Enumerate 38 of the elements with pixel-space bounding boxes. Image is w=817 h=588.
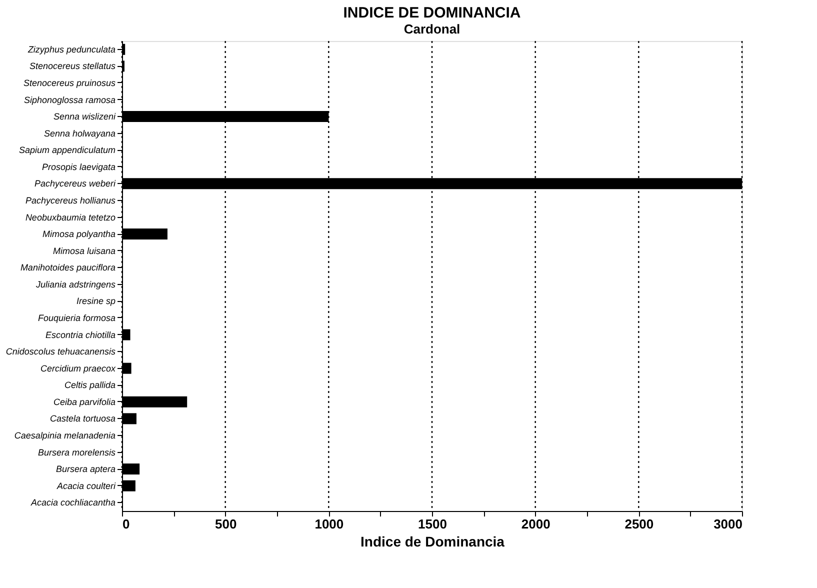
y-tick-label: Pachycereus hollianus	[25, 195, 116, 206]
y-tick-label: Castela tortuosa	[50, 414, 116, 424]
y-tick-label: Celtis pallida	[64, 380, 116, 390]
y-tick-label: Bursera morelensis	[38, 447, 116, 458]
y-tick-label: Pachycereus weberi	[34, 178, 116, 189]
x-tick-label: 2000	[521, 516, 550, 532]
y-tick-label: Escontria chiotilla	[45, 330, 116, 340]
y-tick-label: Siphonoglossa ramosa	[24, 94, 116, 105]
x-tick-label: 1500	[418, 516, 447, 532]
y-tick-label: Zizyphus pedunculata	[26, 44, 116, 54]
x-axis-title: Indice de Dominancia	[360, 534, 505, 550]
y-tick-label: Neobuxbaumia tetetzo	[25, 212, 116, 222]
y-tick-label: Mimosa luisana	[52, 246, 116, 256]
chart-subtitle: Cardonal	[404, 21, 460, 36]
y-tick-label: Caesalpinia melanadenia	[14, 430, 116, 440]
y-tick-label: Acacia coulteri	[56, 480, 116, 491]
y-tick-label: Acacia cochliacantha	[30, 498, 116, 508]
y-tick-label: Cnidoscolus tehuacanensis	[6, 346, 116, 357]
y-tick-label: Prosopis laevigata	[42, 162, 116, 172]
y-tick-label: Cercidium praecox	[40, 363, 116, 374]
y-tick-label: Senna holwayana	[44, 128, 116, 138]
y-tick-label: Mimosa polyantha	[42, 229, 116, 240]
y-tick-label: Ceiba parvifolia	[53, 396, 116, 407]
x-tick-label: 2500	[624, 516, 654, 532]
y-tick-label: Stenocereus pruinosus	[23, 78, 116, 88]
chart-title: INDICE DE DOMINANCIA	[343, 4, 521, 22]
x-tick-label: 500	[214, 516, 237, 532]
y-tick-label: Stenocereus stellatus	[29, 61, 116, 72]
y-tick-label: Juliania adstringens	[34, 279, 116, 290]
y-tick-label: Fouquieria formosa	[38, 312, 116, 323]
x-tick-label: 3000	[714, 516, 742, 532]
x-tick-label: 1000	[314, 516, 344, 532]
y-tick-label: Bursera aptera	[56, 464, 116, 474]
y-tick-label: Manihotoides pauciflora	[20, 262, 116, 273]
y-tick-label: Sapium appendiculatum	[18, 145, 116, 156]
y-tick-label: Iresine sp	[76, 296, 116, 306]
y-tick-label: Senna wislizeni	[53, 112, 116, 122]
x-tick-label: 0	[122, 516, 130, 532]
